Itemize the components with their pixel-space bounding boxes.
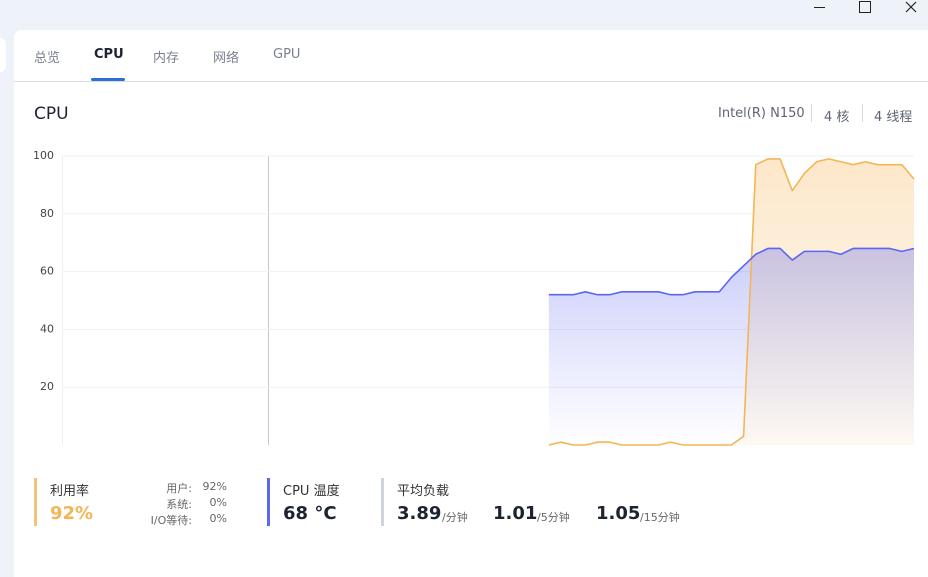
cpu-model: Intel(R) N150 <box>718 106 805 121</box>
active-tab-indicator <box>91 78 125 81</box>
tab[interactable]: GPU <box>273 47 301 62</box>
minimize-button[interactable] <box>812 0 828 14</box>
load-value: 1.05 <box>596 503 641 524</box>
maximize-button[interactable] <box>859 1 871 13</box>
separator <box>862 104 863 122</box>
close-button[interactable] <box>905 1 917 13</box>
load-value: 1.01 <box>493 503 538 524</box>
temp-value: 68 °C <box>283 503 337 524</box>
load-unit: /5分钟 <box>537 511 570 524</box>
usage-bar <box>34 478 37 526</box>
tab[interactable]: CPU <box>94 47 124 62</box>
section-title: CPU <box>34 104 69 124</box>
y-tick-label: 60 <box>40 265 54 278</box>
usage-label: 利用率 <box>50 484 90 499</box>
detail-value: 92% <box>202 480 227 493</box>
detail-value: 0% <box>209 496 227 509</box>
load-unit: /15分钟 <box>640 511 680 524</box>
chart: 20 40 60 80 100 <box>33 149 915 446</box>
tab-divider <box>14 81 928 82</box>
series-area <box>548 248 914 445</box>
temp-bar <box>267 478 270 526</box>
detail-value: 0% <box>209 512 227 525</box>
series-line <box>548 247 915 296</box>
load-unit: /分钟 <box>442 511 468 524</box>
separator <box>811 104 812 122</box>
tab[interactable]: 总览 <box>34 51 61 66</box>
thread-count: 4 线程 <box>874 110 913 125</box>
y-tick-label: 40 <box>40 322 54 335</box>
load-value: 3.89 <box>397 503 442 524</box>
load-bar <box>381 478 384 526</box>
core-count: 4 核 <box>824 110 850 125</box>
tab[interactable]: 内存 <box>153 51 180 66</box>
load-label: 平均负载 <box>397 484 450 499</box>
detail-label: I/O等待: <box>150 514 192 527</box>
tab[interactable]: 网络 <box>213 51 240 66</box>
series-line <box>548 158 915 446</box>
sidebar-stub <box>0 38 6 72</box>
y-tick-label: 100 <box>33 149 54 162</box>
detail-label: 系统: <box>166 498 192 511</box>
temp-label: CPU 温度 <box>283 484 340 499</box>
detail-label: 用户: <box>166 482 192 495</box>
usage-value: 92% <box>50 503 94 524</box>
y-tick-label: 80 <box>40 207 54 220</box>
y-tick-label: 20 <box>40 380 54 393</box>
